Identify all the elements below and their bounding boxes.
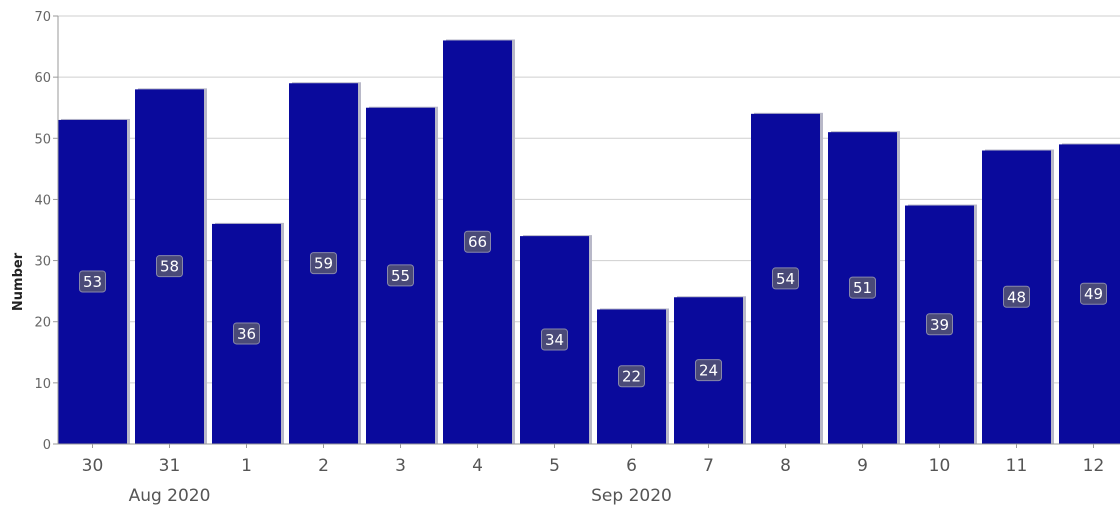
y-tick-label: 70 xyxy=(34,10,51,25)
data-label: 55 xyxy=(391,267,410,285)
data-label-background xyxy=(79,270,106,293)
x-tick-label: 30 xyxy=(82,456,104,476)
data-label: 34 xyxy=(545,331,564,349)
x-tick-label: 8 xyxy=(780,456,791,476)
x-tick-label: 12 xyxy=(1083,456,1105,476)
x-tick-label: 9 xyxy=(857,456,868,476)
y-tick-label: 50 xyxy=(34,132,51,147)
data-label: 49 xyxy=(1084,285,1103,303)
data-label-background xyxy=(387,264,414,287)
x-tick-label: 31 xyxy=(159,456,181,476)
data-label: 24 xyxy=(699,362,718,380)
data-label-background xyxy=(541,328,568,351)
data-label-background xyxy=(1080,282,1107,305)
x-tick-label: 7 xyxy=(703,456,714,476)
data-label-background xyxy=(1003,285,1030,308)
data-label: 53 xyxy=(83,273,102,291)
data-label: 51 xyxy=(853,279,872,297)
x-tick-label: 5 xyxy=(549,456,560,476)
data-label: 58 xyxy=(160,258,179,276)
data-label: 22 xyxy=(622,368,641,386)
data-label-background xyxy=(310,252,337,275)
data-label: 36 xyxy=(237,325,256,343)
y-tick-label: 40 xyxy=(34,193,51,208)
data-label-background xyxy=(156,255,183,278)
x-tick-label: 6 xyxy=(626,456,637,476)
y-tick-label: 60 xyxy=(34,71,51,86)
data-label: 59 xyxy=(314,255,333,273)
data-label-background xyxy=(464,230,491,253)
data-label-background xyxy=(926,313,953,336)
data-label: 54 xyxy=(776,270,795,288)
data-label-background xyxy=(772,267,799,290)
y-axis-title: Number xyxy=(11,252,26,311)
x-tick-label: 10 xyxy=(929,456,951,476)
x-tick-label: 4 xyxy=(472,456,483,476)
y-tick-label: 0 xyxy=(43,438,51,453)
data-label-background xyxy=(849,276,876,299)
data-label-background xyxy=(233,322,260,345)
x-tick-label: 11 xyxy=(1006,456,1028,476)
data-labels: 53 58 36 59 55 66 34 22 24 54 51 39 48 49 xyxy=(79,230,1107,388)
data-label: 39 xyxy=(930,316,949,334)
y-tick-label: 10 xyxy=(34,377,51,392)
data-label-background xyxy=(618,365,645,388)
month-label: Sep 2020 xyxy=(591,486,672,506)
y-tick-label: 30 xyxy=(34,255,51,270)
data-label-background xyxy=(695,359,722,382)
month-label: Aug 2020 xyxy=(129,486,211,506)
data-label: 48 xyxy=(1007,288,1026,306)
x-tick-label: 1 xyxy=(241,456,252,476)
data-label: 66 xyxy=(468,233,487,251)
x-tick-label: 2 xyxy=(318,456,329,476)
y-tick-label: 20 xyxy=(34,316,51,331)
x-tick-label: 3 xyxy=(395,456,406,476)
bars xyxy=(58,39,1120,444)
